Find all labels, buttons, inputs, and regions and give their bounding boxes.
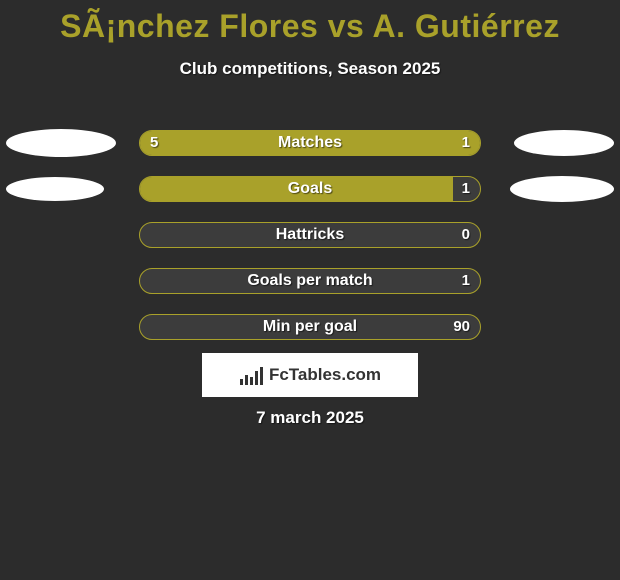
bar-right-fill [405, 131, 480, 155]
bar-track [139, 176, 481, 202]
decorative-ellipse [510, 176, 614, 202]
page-title: SÃ¡nchez Flores vs A. Gutiérrez [0, 0, 620, 45]
stat-row: Hattricks0 [0, 212, 620, 258]
brand-box: FcTables.com [202, 353, 418, 397]
stat-row: Min per goal90 [0, 304, 620, 350]
date-text: 7 march 2025 [0, 408, 620, 428]
bar-track [139, 314, 481, 340]
bar-track [139, 130, 481, 156]
bar-left-fill [140, 131, 405, 155]
bar-track [139, 222, 481, 248]
decorative-ellipse [6, 177, 104, 201]
comparison-infographic: SÃ¡nchez Flores vs A. Gutiérrez Club com… [0, 0, 620, 580]
decorative-ellipse [514, 130, 614, 156]
bar-track [139, 268, 481, 294]
brand-text: FcTables.com [269, 365, 381, 385]
subtitle: Club competitions, Season 2025 [0, 59, 620, 79]
stat-row: Goals per match1 [0, 258, 620, 304]
brand-bars-icon [239, 365, 265, 385]
bar-left-fill [140, 177, 453, 201]
decorative-ellipse [6, 129, 116, 157]
stat-rows: Matches51Goals1Hattricks0Goals per match… [0, 120, 620, 350]
